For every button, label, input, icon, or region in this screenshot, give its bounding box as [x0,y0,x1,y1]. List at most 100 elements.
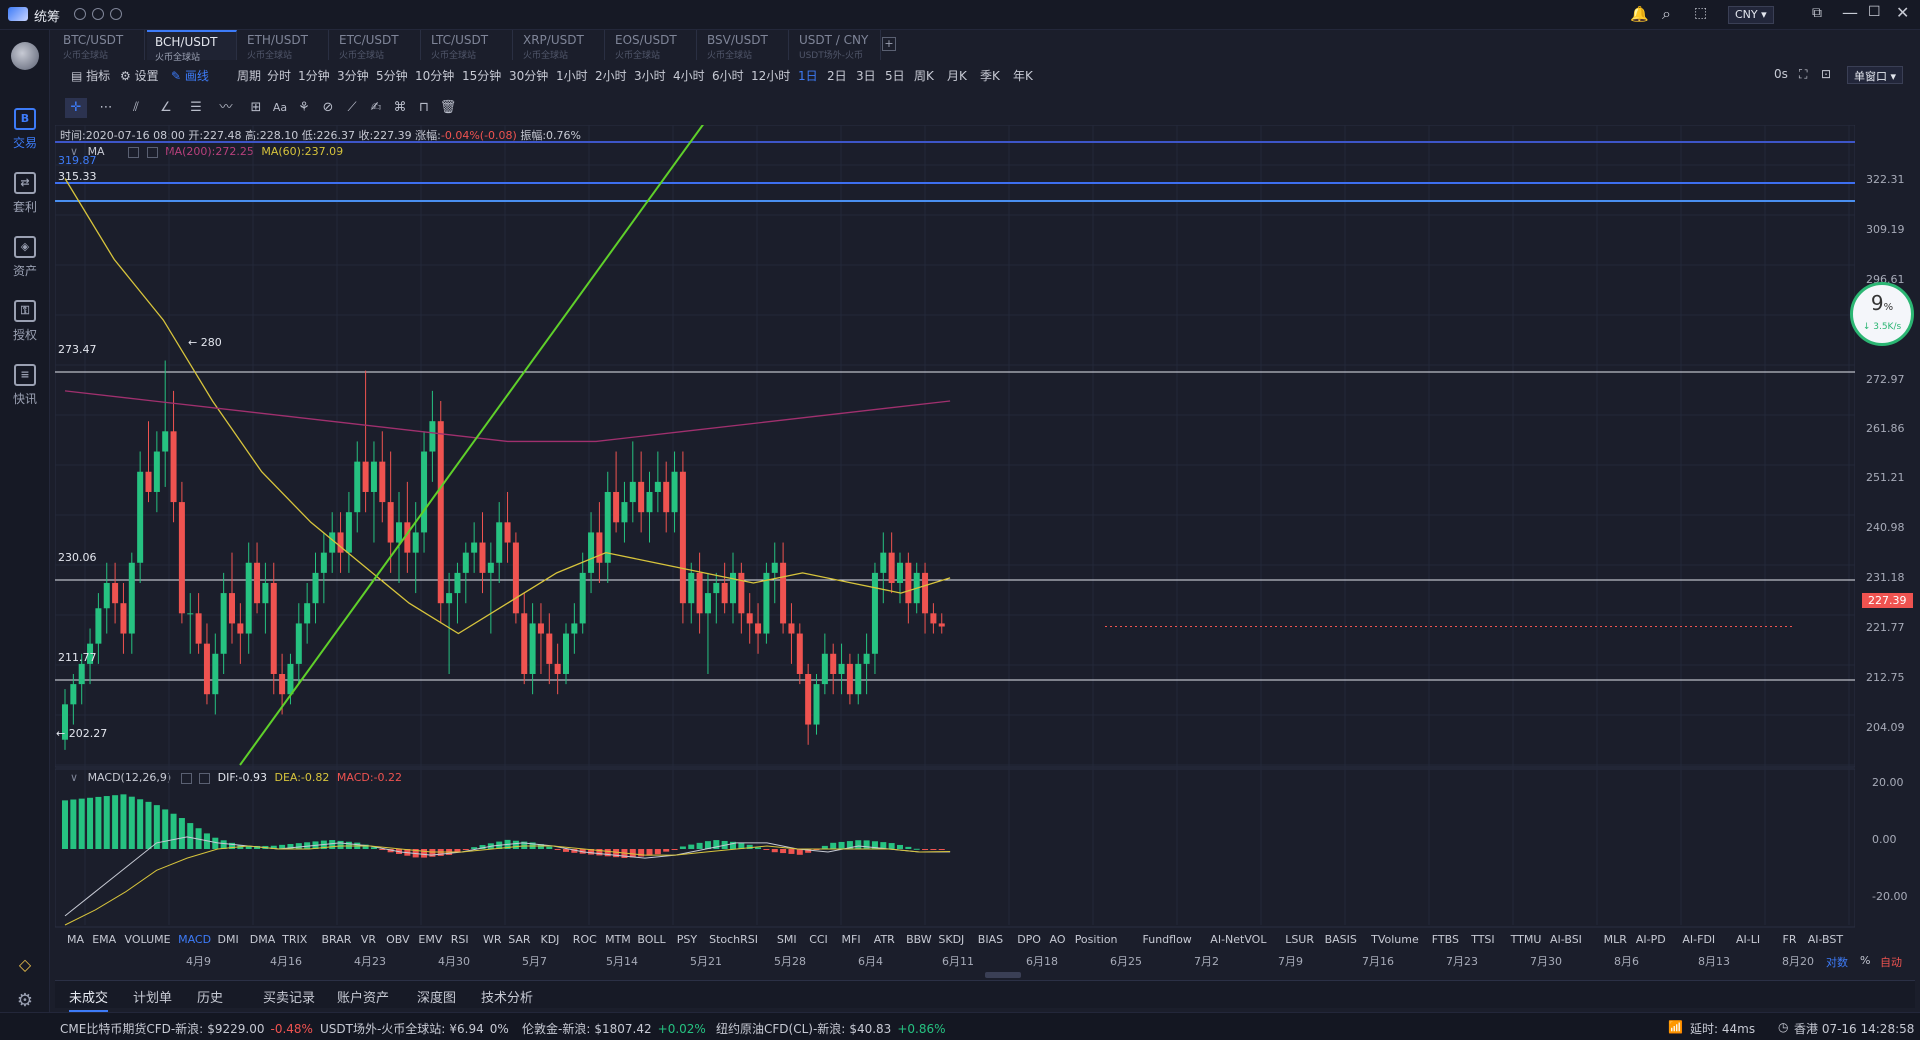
indicator-5[interactable]: DMA [249,933,276,946]
trash-icon[interactable]: 🗑 [439,100,457,115]
period-5[interactable]: 15分钟 [462,69,502,83]
indicator-22[interactable]: MFI [841,933,861,946]
period-8[interactable]: 2小时 [595,69,627,83]
period-9[interactable]: 3小时 [634,69,666,83]
tab-2[interactable]: ETH/USDT 火币全球站 [239,30,329,61]
draw-button[interactable]: ✎ 画线 [171,69,209,83]
indicator-41[interactable]: AI-FDI [1682,933,1716,946]
period-4[interactable]: 10分钟 [415,69,455,83]
indicator-10[interactable]: EMV [418,933,443,946]
indicator-43[interactable]: FR [1782,933,1797,946]
indicator-29[interactable]: Position [1074,933,1118,946]
period-11[interactable]: 6小时 [712,69,744,83]
screenshot-icon[interactable]: ⊡ [1821,67,1832,81]
indicator-18[interactable]: PSY [676,933,698,946]
indicator-2[interactable]: VOLUME [124,933,171,946]
indicator-34[interactable]: TVolume [1371,933,1419,946]
brush-icon[interactable]: ⊘ [322,100,334,115]
period-6[interactable]: 30分钟 [509,69,549,83]
ma-settings-icon[interactable] [128,146,140,158]
ticker-item-3[interactable]: 纽约原油CFD(CL)-新浪: $40.83 +0.86% [716,1020,946,1037]
period-7[interactable]: 1小时 [556,69,588,83]
indicator-11[interactable]: RSI [450,933,469,946]
sidebar-item-4[interactable]: ≡ 快讯 [0,354,50,414]
indicator-6[interactable]: TRIX [282,933,308,946]
indicator-19[interactable]: StochRSI [709,933,759,946]
fib-icon[interactable]: ☰ [190,100,202,115]
gift-icon[interactable]: ⬚ [1694,5,1708,21]
period-0[interactable]: 分时 [267,69,292,83]
bottom-tab-6[interactable]: 技术分析 [481,991,534,1006]
percent-scale-toggle[interactable]: % [1860,954,1871,967]
period-16[interactable]: 5日 [885,69,905,83]
bottom-tab-1[interactable]: 计划单 [133,991,173,1006]
indicator-16[interactable]: MTM [605,933,631,946]
indicator-37[interactable]: TTMU [1510,933,1542,946]
price-chart[interactable] [55,125,1855,955]
window-icon-1[interactable] [74,8,86,20]
period-18[interactable]: 月K [947,69,967,83]
vip-icon[interactable]: ◇ [18,955,32,974]
indicator-8[interactable]: VR [360,933,377,946]
ticker-item-2[interactable]: 伦敦金-新浪: $1807.42 +0.02% [522,1020,706,1037]
sidebar-item-3[interactable]: ⚿ 授权 [0,290,50,350]
ruler-icon[interactable]: ⟋ [347,100,357,115]
indicator-20[interactable]: SMI [776,933,797,946]
period-14[interactable]: 2日 [827,69,847,83]
indicator-26[interactable]: BIAS [977,933,1004,946]
period-10[interactable]: 4小时 [673,69,705,83]
text-icon[interactable]: Aa [272,101,288,114]
sidebar-item-2[interactable]: ◈ 资产 [0,226,50,286]
close-icon[interactable]: ✕ [1896,3,1910,22]
tab-1[interactable]: BCH/USDT 火币全球站 [147,30,237,63]
wave-icon[interactable]: 〰 [219,100,233,115]
indicator-24[interactable]: BBW [906,933,932,946]
line-tools-icon[interactable]: ⋯ [99,100,113,115]
shapes-icon[interactable]: ⚘ [298,100,310,115]
maximize-icon[interactable]: ☐ [1868,4,1881,20]
indicator-31[interactable]: AI-NetVOL [1210,933,1267,946]
log-scale-toggle[interactable]: 对数 [1826,956,1848,969]
window-icon-2[interactable] [92,8,104,20]
indicator-44[interactable]: AI-BST [1807,933,1844,946]
tab-6[interactable]: EOS/USDT 火币全球站 [607,30,697,61]
bottom-tab-0[interactable]: 未成交 [69,987,109,1012]
indicator-39[interactable]: MLR [1603,933,1627,946]
indicator-23[interactable]: ATR [873,933,895,946]
tab-5[interactable]: XRP/USDT 火币全球站 [515,30,605,61]
tab-8[interactable]: USDT / CNY USDT场外-火币 [791,30,881,61]
minimize-icon[interactable]: — [1842,3,1858,22]
settings-gear-icon[interactable]: ⚙ [16,990,34,1011]
currency-select[interactable]: CNY ▾ [1728,6,1774,24]
bottom-tab-2[interactable]: 历史 [197,991,224,1006]
panel-resize-handle[interactable] [985,972,1021,978]
price-scale[interactable]: 322.31 309.19 296.61 272.97 261.86 251.21 240.… [1862,125,1920,955]
period-12[interactable]: 12小时 [751,69,791,83]
period-1[interactable]: 1分钟 [298,69,330,83]
indicator-3[interactable]: MACD [178,933,212,946]
indicator-1[interactable]: EMA [92,933,117,946]
window-icon-3[interactable] [110,8,122,20]
fullscreen-icon[interactable]: ⛶ [1799,67,1808,81]
indicator-33[interactable]: BASIS [1324,933,1357,946]
indicator-27[interactable]: DPO [1017,933,1041,946]
period-15[interactable]: 3日 [856,69,876,83]
popout-icon[interactable]: ⧉ [1812,5,1822,21]
indicator-15[interactable]: ROC [572,933,597,946]
indicator-28[interactable]: AO [1049,933,1066,946]
indicator-38[interactable]: AI-BSI [1550,933,1582,946]
tab-7[interactable]: BSV/USDT 火币全球站 [699,30,789,61]
indicator-9[interactable]: OBV [386,933,410,946]
indicator-32[interactable]: LSUR [1285,933,1314,946]
indicator-25[interactable]: SKDJ [938,933,965,946]
period-20[interactable]: 年K [1013,69,1033,83]
bottom-tab-5[interactable]: 深度图 [417,991,457,1006]
indicator-21[interactable]: CCI [809,933,828,946]
grid-icon[interactable]: ⊞ [250,100,262,115]
indicator-36[interactable]: TTSI [1471,933,1495,946]
crosshair-icon[interactable]: ✛ [65,98,87,118]
indicator-4[interactable]: DMI [217,933,239,946]
ticker-item-0[interactable]: CME比特币期货CFD-新浪: $9229.00 -0.48% [60,1020,313,1037]
search-icon[interactable]: ⌕ [1662,4,1671,23]
tab-0[interactable]: BTC/USDT 火币全球站 [55,30,145,61]
